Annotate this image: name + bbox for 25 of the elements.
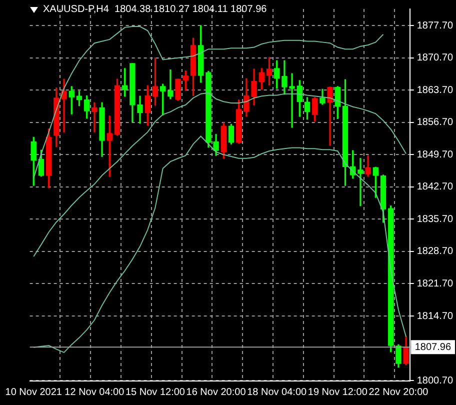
x-tick-label: 10 Nov 2021 bbox=[5, 386, 62, 398]
candlestick bbox=[61, 78, 67, 132]
y-tick-label: 1877.70 bbox=[416, 20, 454, 32]
y-tick-label: 1835.70 bbox=[416, 214, 454, 225]
candlestick bbox=[358, 158, 364, 206]
y-tick-label: 1870.70 bbox=[416, 52, 454, 64]
x-tick-label: 19 Nov 12:00 bbox=[308, 386, 368, 398]
y-tick-label: 1842.70 bbox=[416, 182, 454, 193]
x-tick-label: 16 Nov 20:00 bbox=[186, 386, 246, 398]
y-tick-label: 1828.70 bbox=[416, 246, 454, 258]
y-tick-label: 1849.70 bbox=[416, 149, 454, 160]
x-tick-label: 15 Nov 12:00 bbox=[125, 386, 186, 398]
y-tick-label: 1814.70 bbox=[416, 310, 454, 322]
y-tick-label: 1800.70 bbox=[416, 375, 454, 386]
candlestick bbox=[92, 102, 98, 132]
x-tick-label: 18 Nov 04:00 bbox=[247, 386, 308, 398]
candlestick bbox=[168, 70, 174, 100]
chart-title: XAUUSD-P,H4 1804.38 1810.27 1804.11 1807.96 bbox=[43, 4, 267, 15]
candlestick bbox=[327, 86, 333, 146]
ref-line-label: 1807.96 bbox=[414, 342, 452, 353]
y-tick-label: 1863.70 bbox=[416, 84, 454, 96]
y-tick-label: 1821.70 bbox=[416, 278, 454, 290]
x-tick-label: 22 Nov 20:00 bbox=[368, 386, 429, 398]
y-tick-label: 1856.70 bbox=[416, 117, 454, 128]
x-tick-label: 12 Nov 04:00 bbox=[64, 386, 125, 398]
